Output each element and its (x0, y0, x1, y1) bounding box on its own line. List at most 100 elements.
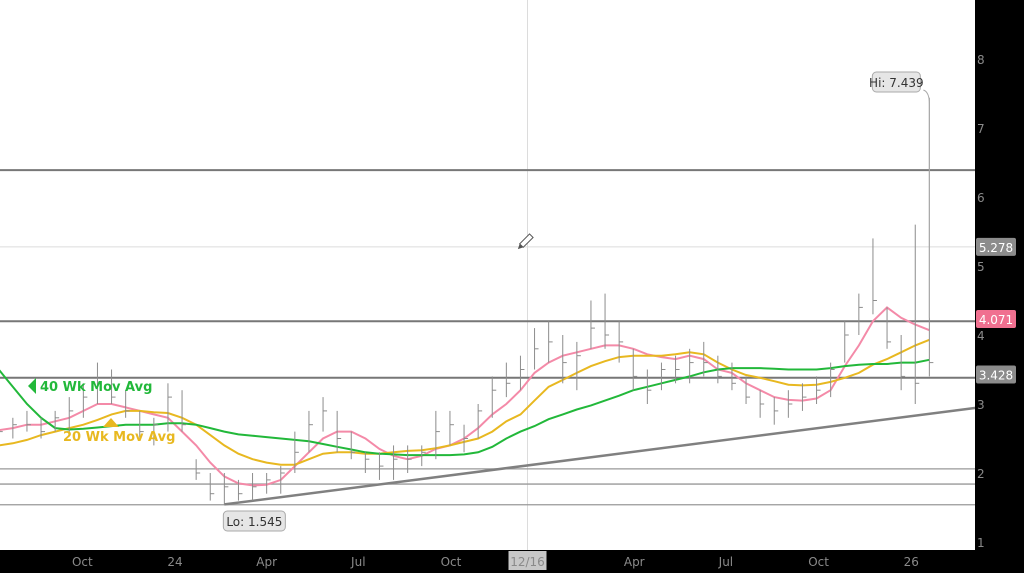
price-bar (675, 355, 680, 384)
ma20-marker-icon (103, 418, 119, 427)
price-bar (223, 473, 229, 505)
y-tick-label: 6 (977, 191, 985, 205)
horizontal-levels (0, 0, 979, 550)
trendline (224, 406, 979, 506)
y-tick-label: 5 (977, 260, 985, 274)
price-bar (393, 445, 398, 480)
lo-label-box (222, 510, 286, 532)
pencil-icon[interactable] (516, 233, 534, 251)
x-tick-label: 24 (167, 555, 182, 569)
price-label-box (976, 237, 1016, 256)
price-bar (350, 431, 356, 460)
y-tick-label: 3 (977, 398, 985, 412)
price-label: 3.428 (979, 368, 1013, 382)
y-tick-label: 8 (977, 53, 985, 67)
price-label: 4.071 (979, 313, 1013, 327)
price-bar (336, 410, 342, 453)
price-bar (759, 390, 765, 418)
x-tick-label: Oct (808, 555, 829, 569)
hi-label: Hi: 7.439 (869, 76, 924, 90)
price-bar (717, 355, 722, 384)
price-bar (660, 362, 666, 391)
price-bar (237, 479, 243, 501)
price-bar (534, 328, 539, 370)
price-bar (322, 397, 328, 432)
moving-average-line-0 (0, 306, 930, 487)
annotations: 40 Wk Mov Avg 20 Wk Mov Avg Hi: 7.439 Lo:… (28, 71, 930, 532)
x-tick-label: Jul (350, 555, 365, 569)
x-tick-label: Apr (256, 555, 277, 569)
crosshair-date-box (508, 551, 547, 570)
price-bar (548, 321, 553, 363)
price-bar (801, 383, 807, 411)
price-axis[interactable] (975, 0, 1024, 573)
price-bar (830, 362, 835, 398)
lo-label: Lo: 1.545 (226, 515, 282, 529)
x-tick-label: Oct (441, 555, 462, 569)
price-bar (54, 410, 60, 432)
price-bar (519, 355, 525, 391)
price-bar (618, 321, 624, 363)
x-tick-label: 12/16 (510, 555, 545, 569)
price-label-box (976, 310, 1016, 328)
price-bar (139, 410, 144, 439)
price-bar (914, 224, 920, 404)
price-bar (26, 410, 31, 432)
price-bar (505, 362, 511, 398)
price-bar (787, 390, 793, 418)
axis-ticks: 1 2 3 4 5 6 7 8 5.278 4.071 3.428 Oct 24 Apr Jul Oct 12/… (72, 53, 1016, 570)
price-bar (632, 348, 638, 391)
hi-leader-line (923, 89, 930, 318)
y-tick-label: 1 (977, 536, 985, 550)
price-bar (364, 452, 370, 473)
moving-averages (0, 306, 930, 487)
price-bar (590, 300, 595, 349)
x-tick-label: Jul (718, 555, 733, 569)
x-tick-label: 26 (904, 555, 919, 569)
price-bar (421, 445, 426, 467)
price-bar (40, 417, 46, 439)
price-bar (209, 473, 215, 501)
price-bar (576, 341, 581, 391)
price-bar (96, 362, 102, 404)
price-bar (816, 376, 821, 404)
ma20-label: 20 Wk Mov Avg (63, 430, 175, 445)
price-bar (900, 335, 906, 391)
ma40-label: 40 Wk Mov Avg (40, 380, 152, 395)
price-bar (181, 390, 187, 432)
price-bar (195, 459, 201, 480)
moving-average-line-1 (0, 338, 930, 466)
price-label-box (976, 365, 1016, 384)
price-bar (731, 362, 736, 391)
price-bar (266, 473, 271, 494)
price-bar (886, 307, 892, 349)
price-bar (858, 293, 863, 335)
price-bar (703, 341, 708, 377)
price-bar (125, 390, 130, 418)
price-bar (0, 431, 3, 433)
price-bar (280, 466, 285, 494)
price-bar (153, 417, 158, 446)
price-bar (928, 97, 934, 377)
price-bar (844, 321, 849, 363)
price-label: 5.278 (979, 241, 1013, 255)
x-tick-label: Oct (72, 555, 93, 569)
price-bar (562, 335, 567, 384)
price-bar (378, 452, 384, 480)
price-bar (435, 410, 440, 460)
price-bar (604, 293, 610, 349)
price-bar (82, 383, 88, 418)
price-bar (872, 238, 877, 315)
price-bar (294, 431, 299, 473)
price-bar (252, 473, 257, 501)
x-tick-label: Apr (624, 555, 645, 569)
price-bar (491, 376, 497, 418)
hi-label-box (871, 71, 921, 93)
price-bar (12, 417, 17, 439)
price-bar (773, 397, 779, 425)
price-bar (308, 410, 313, 453)
y-tick-label: 7 (977, 122, 985, 136)
ma40-marker-icon (28, 378, 36, 394)
price-bar (167, 383, 172, 432)
